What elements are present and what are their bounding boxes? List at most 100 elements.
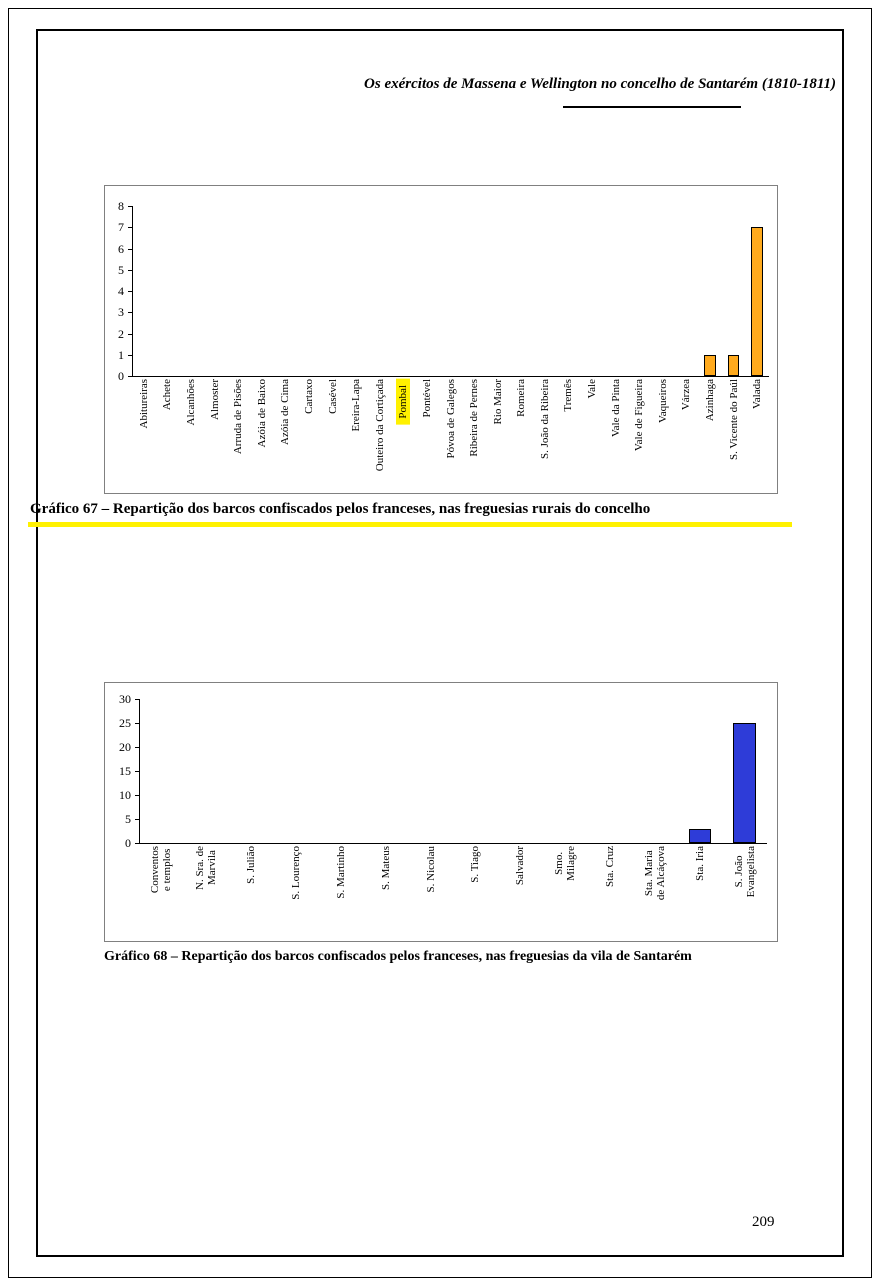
x-category-label: S. Julião (245, 846, 258, 884)
x-category: Sta. Maria de Alcáçova (632, 846, 677, 939)
x-category: Ribeira de Pernes (462, 379, 486, 491)
bar-s.-joão-evangelista (733, 723, 756, 843)
x-category: Arruda de Pisões (226, 379, 250, 491)
running-header: Os exércitos de Massena e Wellington no … (364, 76, 836, 92)
x-category: S. Lourenço (274, 846, 319, 939)
bar-sta.-iria (688, 828, 711, 843)
page-border-inner (36, 29, 844, 1257)
x-category-label: Azóia de Baixo (255, 379, 268, 448)
x-category-label: Alcanhões (184, 379, 197, 426)
y-tick (135, 843, 139, 844)
x-category: Vale da Pinta (604, 379, 628, 491)
x-category: Azinhaga (698, 379, 722, 491)
x-category-label: Azinhaga (704, 379, 717, 422)
x-category-label: S. Vicente do Paúl (727, 379, 740, 461)
x-category-label: Salvador (514, 846, 527, 886)
x-category: Tremês (557, 379, 581, 491)
x-category-label: Valada (751, 379, 764, 409)
x-category: Vale (580, 379, 604, 491)
page-number: 209 (752, 1214, 775, 1230)
x-category: S. João da Ribeira (533, 379, 557, 491)
caption-grafico-68: Gráfico 68 – Repartição dos barcos confi… (104, 949, 692, 964)
chart-grafico-68: 0 5 10 15 20 25 30 Conventos e templos N. Sra. d… (104, 682, 778, 942)
x-category: Valada (745, 379, 769, 491)
caption-highlight-underline (28, 522, 792, 527)
x-category: S. Mateus (363, 846, 408, 939)
x-category-label: Conventos e templos (149, 846, 174, 894)
x-category: Smo. Milagre (543, 846, 588, 939)
x-category-label: S. Mateus (379, 846, 392, 890)
x-category: N. Sra. de Marvila (184, 846, 229, 939)
y-tick (128, 269, 132, 271)
y-axis-label: 1 (118, 347, 124, 362)
x-category-label: Póvoa de Galegos (444, 379, 457, 459)
y-tick (128, 206, 132, 207)
x-category-label: Romeira (515, 379, 528, 417)
x-category: Sta. Cruz (588, 846, 633, 939)
y-axis-label: 0 (125, 836, 131, 850)
x-category: Salvador (498, 846, 543, 939)
page-border-outer (8, 8, 872, 1278)
x-category-label: S. João Evangelista (732, 846, 757, 898)
chart-grafico-67: 0 1 2 3 4 5 6 7 8 Abitureiras Achete Alcanhões Almos… (104, 185, 778, 494)
x-category: Abitureiras (132, 379, 156, 491)
x-axis-labels: Abitureiras Achete Alcanhões Almoster Arruda… (132, 379, 769, 491)
x-category-label: S. Lourenço (290, 846, 302, 900)
x-axis (132, 376, 769, 377)
header-rule (563, 106, 741, 108)
x-category-label: Abitureiras (137, 379, 150, 429)
x-category: Sta. Iria (677, 846, 722, 939)
y-axis-label: 20 (119, 740, 131, 754)
x-category-label: Vale da Pinta (609, 379, 622, 438)
x-category-label: Pontével (420, 379, 433, 418)
x-category-label: Arruda de Pisões (232, 379, 245, 455)
x-category-label: Rio Maior (491, 379, 504, 425)
x-category-label: Azóia de Cima (279, 379, 292, 445)
x-category: Vaqueiros (651, 379, 675, 491)
y-axis-label: 15 (119, 764, 131, 778)
x-category: Pombal (392, 379, 416, 491)
y-tick (128, 354, 132, 356)
x-category-label: Ribeira de Pernes (468, 379, 481, 457)
x-category: Vale de Figueira (627, 379, 651, 491)
x-category-label: Achete (161, 379, 174, 411)
y-axis-label: 25 (119, 716, 131, 730)
x-category-label: Almoster (208, 379, 221, 420)
x-category-label: Sta. Iria (693, 846, 706, 881)
x-category-label: Ereira-Lapa (350, 379, 363, 432)
x-category-label: Vale (586, 379, 599, 399)
y-axis-label: 10 (119, 788, 131, 802)
bar-s.-vicente-do-paúl (727, 354, 740, 376)
x-category-label: S. Nicolau (424, 846, 437, 893)
y-tick (128, 248, 132, 250)
x-category-label: S. Tiago (469, 846, 482, 883)
y-tick (128, 376, 132, 377)
y-axis-label: 2 (118, 326, 124, 341)
y-tick (135, 747, 139, 748)
x-category-label: Sta. Maria de Alcáçova (642, 846, 667, 901)
x-category: Azóia de Baixo (250, 379, 274, 491)
x-category: S. João Evangelista (722, 846, 767, 939)
x-category-label: N. Sra. de Marvila (194, 846, 219, 890)
x-category-label: Tremês (562, 379, 575, 412)
x-category: S. Vicente do Paúl (722, 379, 746, 491)
x-category-label: Pombal (396, 379, 411, 425)
y-axis-label: 30 (119, 692, 131, 706)
x-category: S. Julião (229, 846, 274, 939)
x-category-label: S. Martinho (334, 846, 347, 899)
x-category: Casével (321, 379, 345, 491)
x-category: Azóia de Cima (274, 379, 298, 491)
y-axis (139, 699, 140, 843)
y-axis-label: 6 (118, 241, 124, 256)
y-axis-label: 5 (118, 262, 124, 277)
y-tick (128, 227, 132, 229)
y-axis-label: 0 (118, 369, 124, 383)
x-category: Conventos e templos (139, 846, 184, 939)
x-category: Achete (156, 379, 180, 491)
y-tick (135, 771, 139, 772)
y-tick (128, 312, 132, 314)
x-category-label: Outeiro da Cortiçada (373, 379, 386, 472)
y-tick (135, 699, 139, 700)
y-tick (135, 795, 139, 796)
